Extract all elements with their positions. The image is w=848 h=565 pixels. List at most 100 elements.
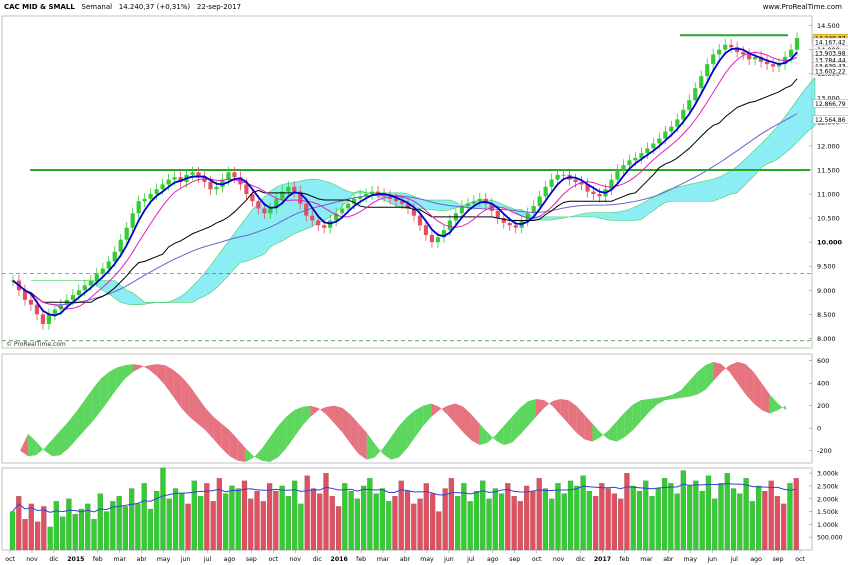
volume-bar xyxy=(467,501,473,551)
candle-body xyxy=(507,222,512,226)
x-axis-label: jun xyxy=(180,556,191,563)
x-axis-label: oct xyxy=(269,556,279,563)
candle-body xyxy=(214,186,219,190)
price-label-text: 12.866,79 xyxy=(815,101,846,108)
chart-title: CAC MID & SMALL xyxy=(4,3,75,11)
price-label-box xyxy=(812,66,848,76)
candle-body xyxy=(226,172,231,180)
candle-body xyxy=(651,143,656,149)
volume-bar xyxy=(787,483,793,551)
price-tick-label: 11.500 xyxy=(817,166,840,174)
osc-band-segment xyxy=(624,404,633,438)
volume-bar xyxy=(712,498,718,551)
volume-bar xyxy=(705,475,712,551)
osc-band-segment xyxy=(552,398,561,415)
osc-band-segment xyxy=(705,361,714,390)
osc-band-segment xyxy=(157,364,166,386)
volume-bar xyxy=(511,496,517,551)
osc-band-segment xyxy=(568,400,577,433)
osc-band-segment xyxy=(544,400,553,408)
price-tick-label: 9.000 xyxy=(817,287,836,295)
x-axis-label: abr xyxy=(400,556,411,563)
osc-band-segment xyxy=(527,398,537,426)
osc-band-segment xyxy=(753,371,762,411)
candle-body xyxy=(292,186,297,192)
volume-bar xyxy=(668,483,674,551)
x-axis-label: jun xyxy=(443,556,454,563)
candle-body xyxy=(46,314,51,324)
x-axis-label: feb xyxy=(356,556,366,563)
volume-bar xyxy=(241,480,248,551)
candle-body xyxy=(735,47,740,53)
volume-bar xyxy=(285,496,291,551)
volume-bar xyxy=(574,485,580,551)
volume-bar xyxy=(655,488,661,551)
volume-bar xyxy=(536,478,542,551)
vol-tick-label: 3.000k xyxy=(817,471,839,478)
osc-band-segment xyxy=(713,361,722,381)
candle-body xyxy=(764,61,770,65)
brand-link[interactable]: www.ProRealTime.com xyxy=(762,3,842,11)
volume-bar xyxy=(179,493,185,551)
candle-body xyxy=(645,148,650,154)
candle-body xyxy=(250,194,255,202)
osc-band-segment xyxy=(294,406,303,438)
candle-body xyxy=(154,189,159,195)
volume-bar xyxy=(185,503,191,551)
volume-bar xyxy=(204,483,210,551)
price-tick-label: 13.000 xyxy=(817,94,840,102)
candle-body xyxy=(286,186,291,192)
osc-band-segment xyxy=(689,371,698,397)
volume-bar xyxy=(762,490,768,551)
volume-bar xyxy=(172,488,179,551)
volume-bar xyxy=(505,483,511,551)
volume-bar xyxy=(756,485,762,551)
volume-bar xyxy=(498,493,505,551)
candle-body xyxy=(573,179,578,182)
volume-bar xyxy=(423,483,429,551)
volume-bar xyxy=(486,498,492,551)
osc-band-segment xyxy=(92,378,101,422)
volume-bar xyxy=(567,480,574,551)
osc-band-segment xyxy=(729,361,738,384)
volume-bar xyxy=(781,503,787,551)
volume-bar xyxy=(580,475,586,551)
volume-bar xyxy=(122,506,128,551)
volume-bar xyxy=(254,490,260,551)
volume-bar xyxy=(354,498,360,551)
candle-body xyxy=(615,169,620,180)
osc-band-segment xyxy=(415,405,424,438)
candle-body xyxy=(346,203,351,209)
vol-tick-label: 2.000k xyxy=(817,496,839,503)
volume-ma-line xyxy=(12,483,797,513)
x-axis-label: 2016 xyxy=(331,556,348,563)
osc-band-segment xyxy=(100,371,109,412)
volume-bar xyxy=(379,488,386,551)
x-axis-label: may xyxy=(684,556,698,563)
candle-body xyxy=(579,182,584,185)
candle-body xyxy=(417,215,423,226)
osc-band-segment xyxy=(334,405,343,433)
candle-body xyxy=(76,290,81,296)
candle-body xyxy=(202,177,207,182)
volume-bar xyxy=(197,496,204,551)
volume-bar xyxy=(16,496,22,551)
ma-long-line xyxy=(12,113,798,306)
osc-band-segment xyxy=(640,398,649,422)
candle-body xyxy=(82,285,87,291)
volume-bar xyxy=(480,480,486,551)
candle-body xyxy=(513,225,518,228)
volume-bar xyxy=(768,480,774,551)
volume-bar xyxy=(304,475,310,551)
candle-body xyxy=(794,38,800,50)
candle-body xyxy=(298,191,303,204)
candle-body xyxy=(639,153,644,158)
osc-band-segment xyxy=(479,423,488,446)
candle-body xyxy=(393,198,399,202)
candle-body xyxy=(495,210,500,219)
volume-bar xyxy=(154,490,160,551)
candle-body xyxy=(770,64,776,67)
price-label-box xyxy=(812,115,848,124)
osc-band-segment xyxy=(253,448,262,461)
